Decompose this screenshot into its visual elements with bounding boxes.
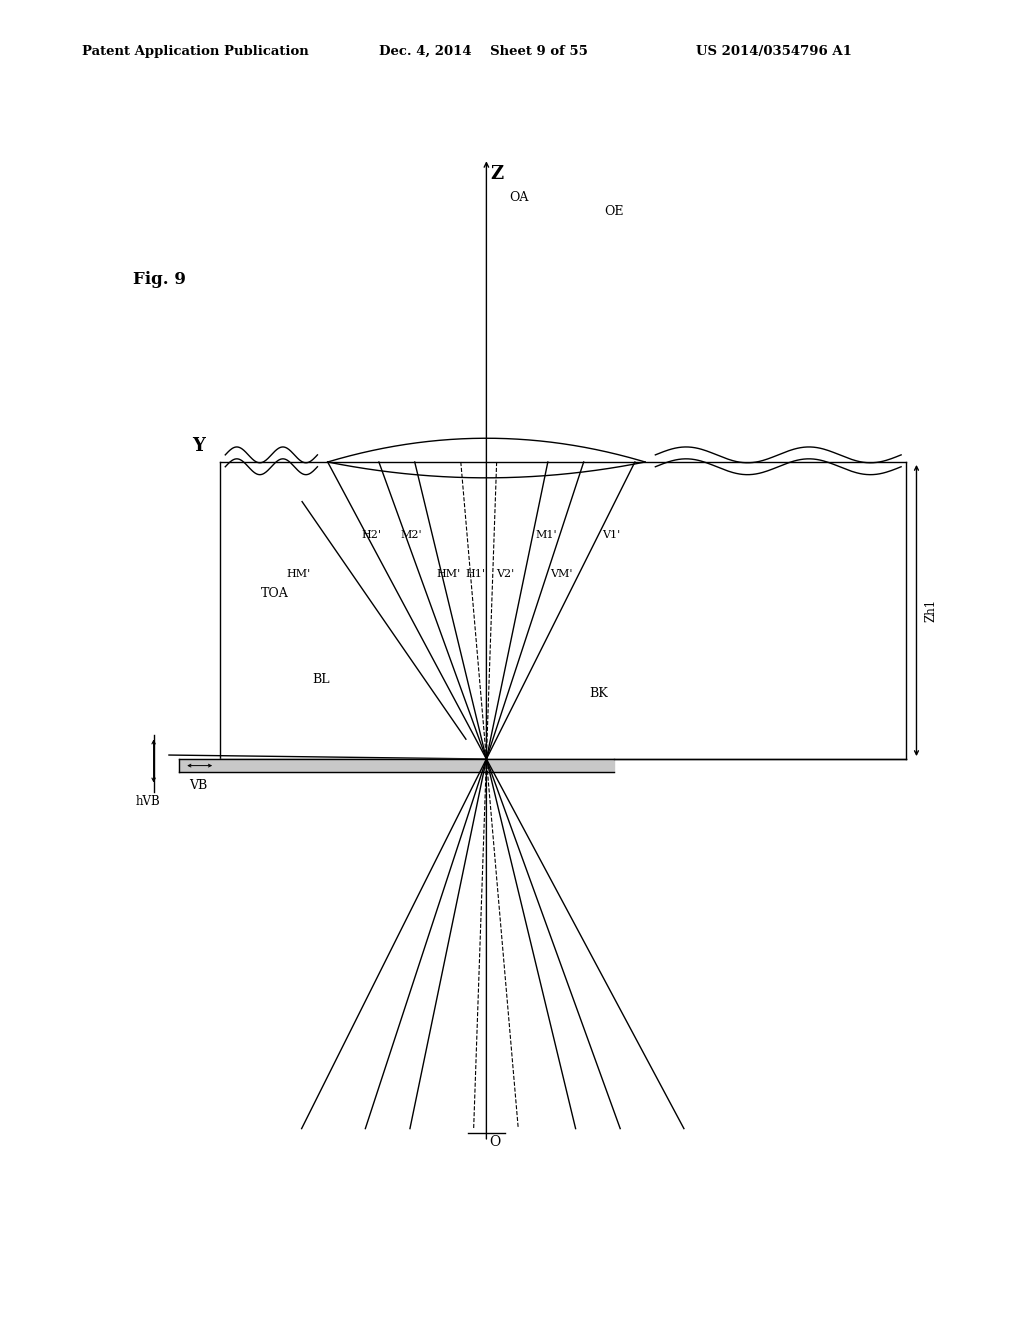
Text: HM': HM' bbox=[436, 569, 461, 579]
Text: M2': M2' bbox=[400, 529, 422, 540]
Text: US 2014/0354796 A1: US 2014/0354796 A1 bbox=[696, 45, 852, 58]
Text: V2': V2' bbox=[496, 569, 514, 579]
Polygon shape bbox=[179, 759, 614, 772]
Text: hVB: hVB bbox=[136, 795, 161, 808]
Text: O: O bbox=[489, 1135, 501, 1150]
Text: Dec. 4, 2014    Sheet 9 of 55: Dec. 4, 2014 Sheet 9 of 55 bbox=[379, 45, 588, 58]
Text: TOA: TOA bbox=[261, 587, 289, 601]
Text: H1': H1' bbox=[465, 569, 485, 579]
Text: VM': VM' bbox=[550, 569, 572, 579]
Text: OA: OA bbox=[509, 191, 528, 205]
Text: OE: OE bbox=[604, 205, 624, 218]
Text: VB: VB bbox=[189, 779, 208, 792]
Text: Fig. 9: Fig. 9 bbox=[133, 271, 186, 288]
Text: Y: Y bbox=[191, 437, 205, 455]
Text: BL: BL bbox=[312, 673, 330, 686]
Text: Z: Z bbox=[490, 165, 504, 183]
Text: BK: BK bbox=[589, 686, 607, 700]
Text: Patent Application Publication: Patent Application Publication bbox=[82, 45, 308, 58]
Text: HM': HM' bbox=[287, 569, 311, 579]
Text: M1': M1' bbox=[536, 529, 557, 540]
Text: V1': V1' bbox=[602, 529, 620, 540]
Text: H2': H2' bbox=[361, 529, 381, 540]
Text: Zh1: Zh1 bbox=[925, 599, 938, 622]
